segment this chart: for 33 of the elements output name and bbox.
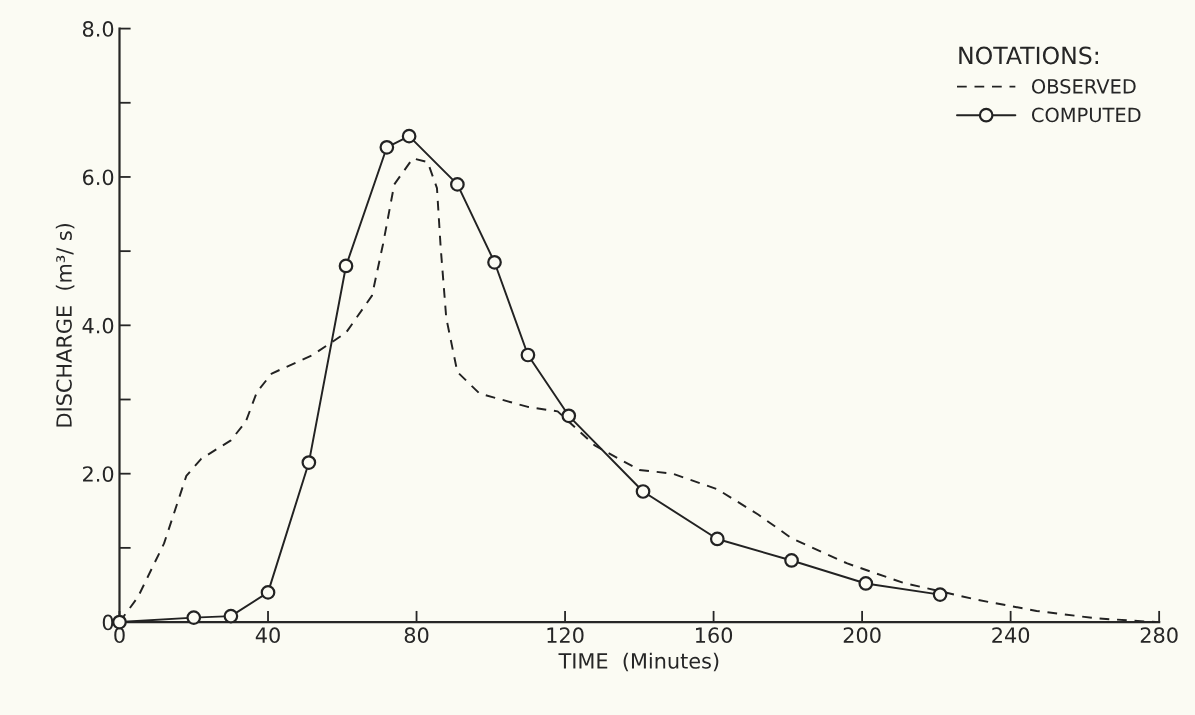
y-tick-label: 0 <box>102 614 114 631</box>
point <box>223 608 239 624</box>
point <box>932 587 948 602</box>
x-axis-title: TIME (Minutes) <box>558 652 719 672</box>
legend-label: COMPUTED <box>1031 107 1141 123</box>
point <box>401 128 417 144</box>
point <box>260 585 276 600</box>
point <box>520 347 536 363</box>
y-axis-title: DISCHARGE (m³/ s) <box>55 223 75 427</box>
legend-title: NOTATIONS: <box>959 46 1098 65</box>
x-tick-label: 80 <box>404 627 429 644</box>
y-tick-label: 6.0 <box>82 169 114 186</box>
point <box>450 177 465 192</box>
point <box>338 258 354 274</box>
legend-label: OBSERVED <box>1031 79 1136 94</box>
x-tick-label: 280 <box>1140 627 1178 644</box>
y-tick-label: 8.0 <box>82 21 114 37</box>
point <box>784 553 799 568</box>
x-tick-label: 160 <box>695 627 733 644</box>
point <box>561 408 577 424</box>
point <box>635 484 651 499</box>
point <box>858 576 874 591</box>
x-tick-label: 240 <box>992 627 1030 644</box>
y-tick-label: 2.0 <box>83 466 114 482</box>
x-tick-label: 40 <box>255 627 280 644</box>
point <box>379 139 395 155</box>
point <box>186 610 202 625</box>
point <box>487 254 502 270</box>
x-tick-label: 200 <box>843 627 881 644</box>
y-tick-label: 4.0 <box>82 317 114 334</box>
x-tick-label: 120 <box>547 627 584 644</box>
point <box>709 531 725 547</box>
point <box>301 455 317 470</box>
